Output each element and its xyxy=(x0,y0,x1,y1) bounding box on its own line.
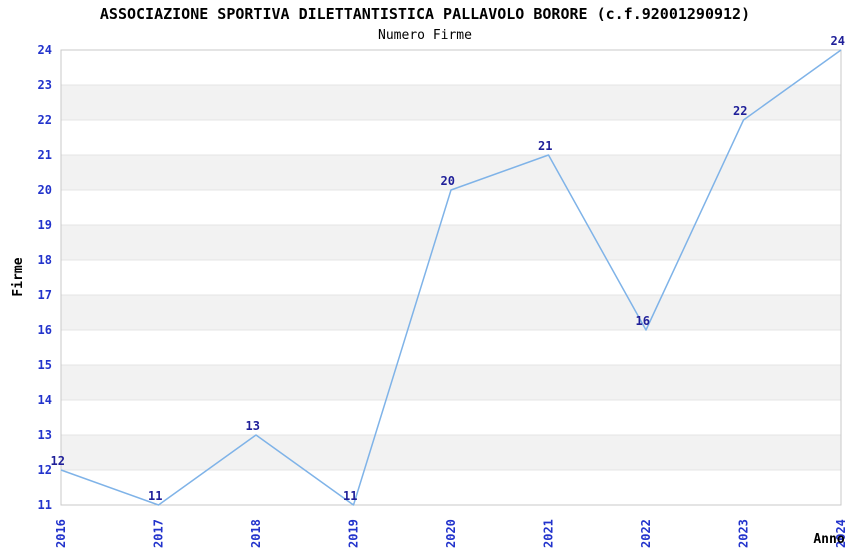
y-tick-label: 20 xyxy=(38,183,52,197)
data-point-label: 11 xyxy=(343,489,357,503)
data-point-label: 16 xyxy=(636,314,650,328)
data-point-label: 11 xyxy=(148,489,162,503)
data-point-label: 22 xyxy=(733,104,747,118)
y-tick-label: 11 xyxy=(38,498,52,512)
data-point-label: 24 xyxy=(831,34,845,48)
grid-band xyxy=(61,85,841,120)
x-axis-label: Anno xyxy=(813,532,844,547)
data-line xyxy=(60,49,842,506)
y-tick-label: 23 xyxy=(38,78,52,92)
y-tick-label: 17 xyxy=(38,288,52,302)
chart-title: ASSOCIAZIONE SPORTIVA DILETTANTISTICA PA… xyxy=(100,5,750,23)
plot-border xyxy=(60,49,842,506)
grid-band xyxy=(61,225,841,260)
grid-band xyxy=(61,155,841,190)
y-tick-label: 24 xyxy=(38,43,52,57)
data-point-label: 21 xyxy=(538,139,552,153)
data-point-label: 20 xyxy=(441,174,455,188)
y-tick-label: 14 xyxy=(38,393,52,407)
data-point-label: 13 xyxy=(246,419,260,433)
data-point-label: 12 xyxy=(51,454,65,468)
x-tick-label: 2024 xyxy=(834,519,848,548)
y-tick-label: 16 xyxy=(38,323,52,337)
chart-subtitle: Numero Firme xyxy=(378,28,472,43)
y-tick-label: 13 xyxy=(38,428,52,442)
grid-band xyxy=(61,435,841,470)
x-tick-label: 2022 xyxy=(639,519,653,548)
y-tick-label: 18 xyxy=(38,253,52,267)
x-tick-label: 2023 xyxy=(737,519,751,548)
x-tick-label: 2017 xyxy=(152,519,166,548)
grid-band xyxy=(61,365,841,400)
x-tick-label: 2016 xyxy=(54,519,68,548)
y-tick-label: 22 xyxy=(38,113,52,127)
x-tick-label: 2020 xyxy=(444,519,458,548)
x-tick-label: 2018 xyxy=(249,519,263,548)
y-tick-label: 12 xyxy=(38,463,52,477)
y-axis-label: Firme xyxy=(11,257,26,296)
x-tick-label: 2019 xyxy=(347,519,361,548)
y-tick-label: 15 xyxy=(38,358,52,372)
grid-band xyxy=(61,295,841,330)
y-tick-label: 21 xyxy=(38,148,52,162)
y-tick-label: 19 xyxy=(38,218,52,232)
x-tick-label: 2021 xyxy=(542,519,556,548)
